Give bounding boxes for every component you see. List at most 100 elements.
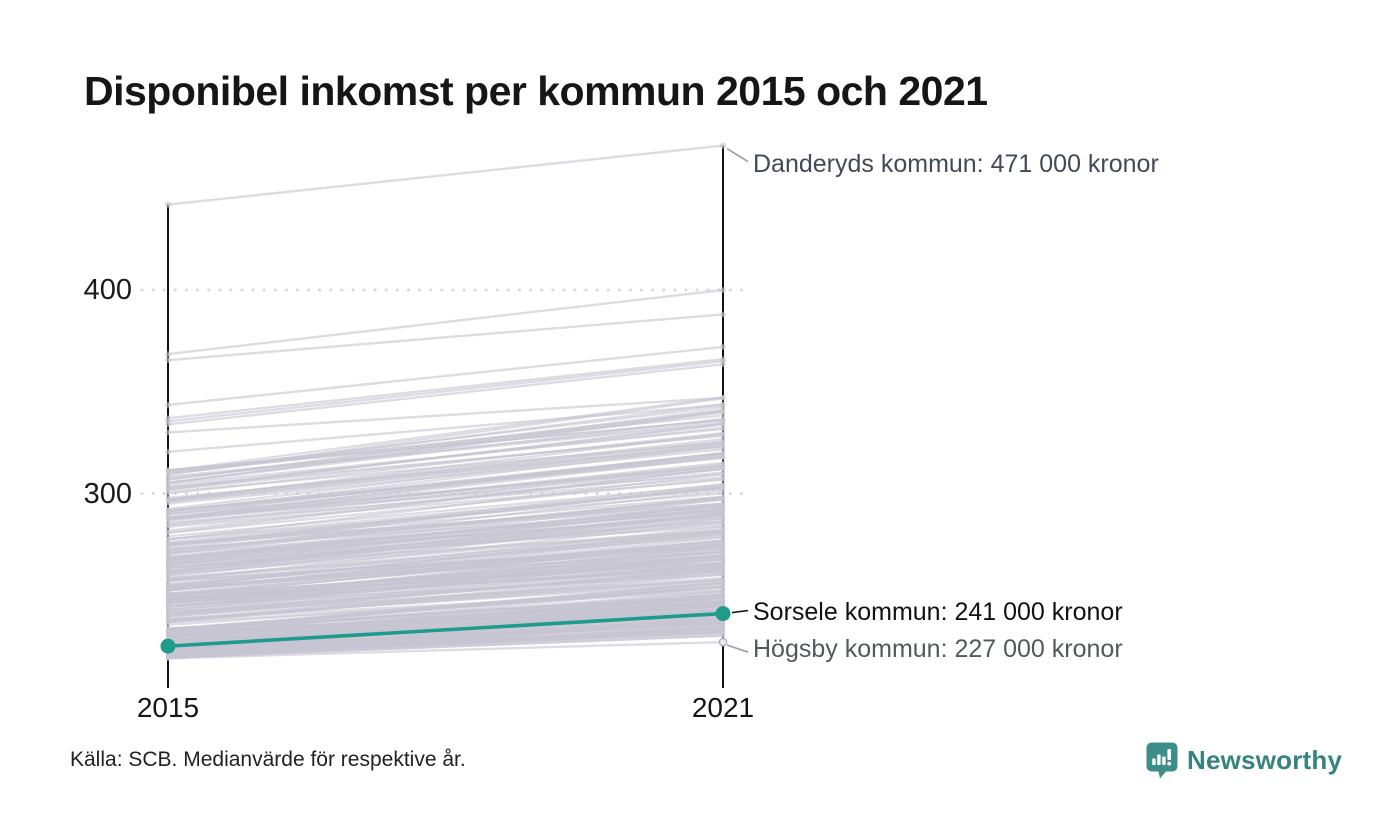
line-endpoint-dot <box>166 537 170 542</box>
line-endpoint-dot <box>721 413 725 418</box>
line-endpoint-dot <box>165 402 171 408</box>
line-endpoint-dot <box>721 571 725 576</box>
line-endpoint-dot <box>166 619 170 624</box>
background-slope-line <box>167 511 724 570</box>
line-endpoint-dot <box>166 517 170 522</box>
background-slope-line <box>167 543 724 583</box>
background-slope-line <box>167 540 724 590</box>
background-slope-line <box>167 568 724 614</box>
background-slope-line <box>167 422 724 491</box>
background-slope-line <box>167 599 724 641</box>
line-endpoint-dot <box>721 588 725 593</box>
line-endpoint-dot <box>166 583 170 588</box>
line-endpoint-dot <box>721 539 725 544</box>
line-endpoint-dot <box>720 417 726 424</box>
line-endpoint-dot <box>166 501 170 506</box>
background-slope-line <box>167 617 724 652</box>
line-endpoint-dot <box>166 491 170 496</box>
line-endpoint-dot <box>721 447 725 452</box>
line-endpoint-dot <box>721 426 725 431</box>
xtick-2021: 2021 <box>691 692 755 723</box>
background-slope-line <box>167 396 724 473</box>
background-slope-line <box>167 483 724 538</box>
background-slope-line <box>167 288 724 356</box>
line-endpoint-dot <box>720 287 726 293</box>
line-endpoint-dot <box>721 622 725 627</box>
line-endpoint-dot <box>721 580 725 585</box>
connector-danderyd <box>726 147 749 163</box>
line-endpoint-dot <box>721 542 725 547</box>
line-endpoint-dot <box>721 440 725 445</box>
background-slope-line <box>167 531 724 587</box>
line-endpoint-dot <box>721 410 725 415</box>
background-slope-line <box>167 548 724 603</box>
background-slope-line <box>167 396 724 434</box>
line-endpoint-dot <box>720 395 726 401</box>
line-endpoint-dot <box>721 598 725 603</box>
line-endpoint-dot <box>165 421 171 428</box>
background-slope-line <box>167 477 724 534</box>
line-endpoint-dot <box>721 464 725 469</box>
highlight-dot-2021 <box>715 606 731 622</box>
line-endpoint-dot <box>166 569 170 574</box>
annotation-hogsby: Högsby kommun: 227 000 kronor <box>753 635 1123 664</box>
line-endpoint-dot <box>165 656 171 661</box>
line-endpoint-dot <box>719 142 727 149</box>
newsworthy-wordmark: Newsworthy <box>1187 745 1343 775</box>
line-endpoint-dot <box>166 610 170 615</box>
line-endpoint-dot <box>166 566 170 571</box>
line-endpoint-dot <box>721 484 725 489</box>
line-endpoint-dot <box>166 474 170 479</box>
background-slope-line <box>167 468 724 522</box>
line-endpoint-dot <box>166 586 170 591</box>
line-endpoint-dot <box>721 451 725 456</box>
line-endpoint-dot <box>165 351 171 357</box>
line-endpoint-dot <box>166 627 170 632</box>
line-endpoint-dot <box>721 471 725 476</box>
line-endpoint-dot <box>721 631 725 636</box>
ytick-400: 400 <box>83 274 132 306</box>
line-endpoint-dot <box>166 530 170 535</box>
line-endpoint-dot <box>721 594 725 599</box>
line-endpoint-dot <box>721 497 725 502</box>
line-endpoint-dot <box>720 361 726 368</box>
connector-hogsby <box>726 644 749 653</box>
line-endpoint-dot <box>166 522 170 527</box>
background-slope-line <box>167 441 724 502</box>
background-slope-line <box>167 563 724 609</box>
line-endpoint-dot <box>166 563 170 568</box>
page-title: Disponibel inkomst per kommun 2015 och 2… <box>84 68 988 114</box>
line-endpoint-dot <box>720 402 726 408</box>
background-slope-line <box>167 528 724 573</box>
line-endpoint-dot <box>166 512 170 517</box>
line-endpoint-dot <box>165 467 171 473</box>
newsworthy-logo: Newsworthy <box>1146 742 1342 779</box>
background-slope-line <box>167 465 724 521</box>
line-endpoint-dot <box>721 511 725 516</box>
highlight-dot-2015 <box>160 638 176 654</box>
line-endpoint-dot <box>720 344 726 350</box>
line-endpoint-dot <box>166 634 170 639</box>
line-endpoint-dot <box>721 584 725 589</box>
newsworthy-speech-bubble-chart-icon <box>1146 742 1178 779</box>
background-slope-line <box>167 498 724 561</box>
background-slope-line <box>167 442 724 510</box>
annotation-sorsele: Sorsele kommun: 241 000 kronor <box>753 597 1123 626</box>
background-slope-line <box>167 431 724 495</box>
line-endpoint-dot <box>166 546 170 551</box>
line-endpoint-dot <box>721 504 725 509</box>
hogsby-2021-marker <box>718 637 728 647</box>
background-slope-line <box>167 505 724 547</box>
background-slope-line <box>167 419 724 472</box>
line-endpoint-dot <box>721 407 725 412</box>
line-endpoint-dot <box>166 498 170 503</box>
background-slope-line <box>167 622 724 653</box>
background-slope-line <box>167 467 724 532</box>
background-slope-line <box>167 581 724 632</box>
line-endpoint-dot <box>166 477 170 482</box>
line-endpoint-dot <box>721 522 725 527</box>
line-endpoint-dot <box>166 509 170 514</box>
line-endpoint-dot <box>166 487 170 492</box>
background-slope-line <box>167 452 724 516</box>
line-endpoint-dot <box>166 579 170 584</box>
